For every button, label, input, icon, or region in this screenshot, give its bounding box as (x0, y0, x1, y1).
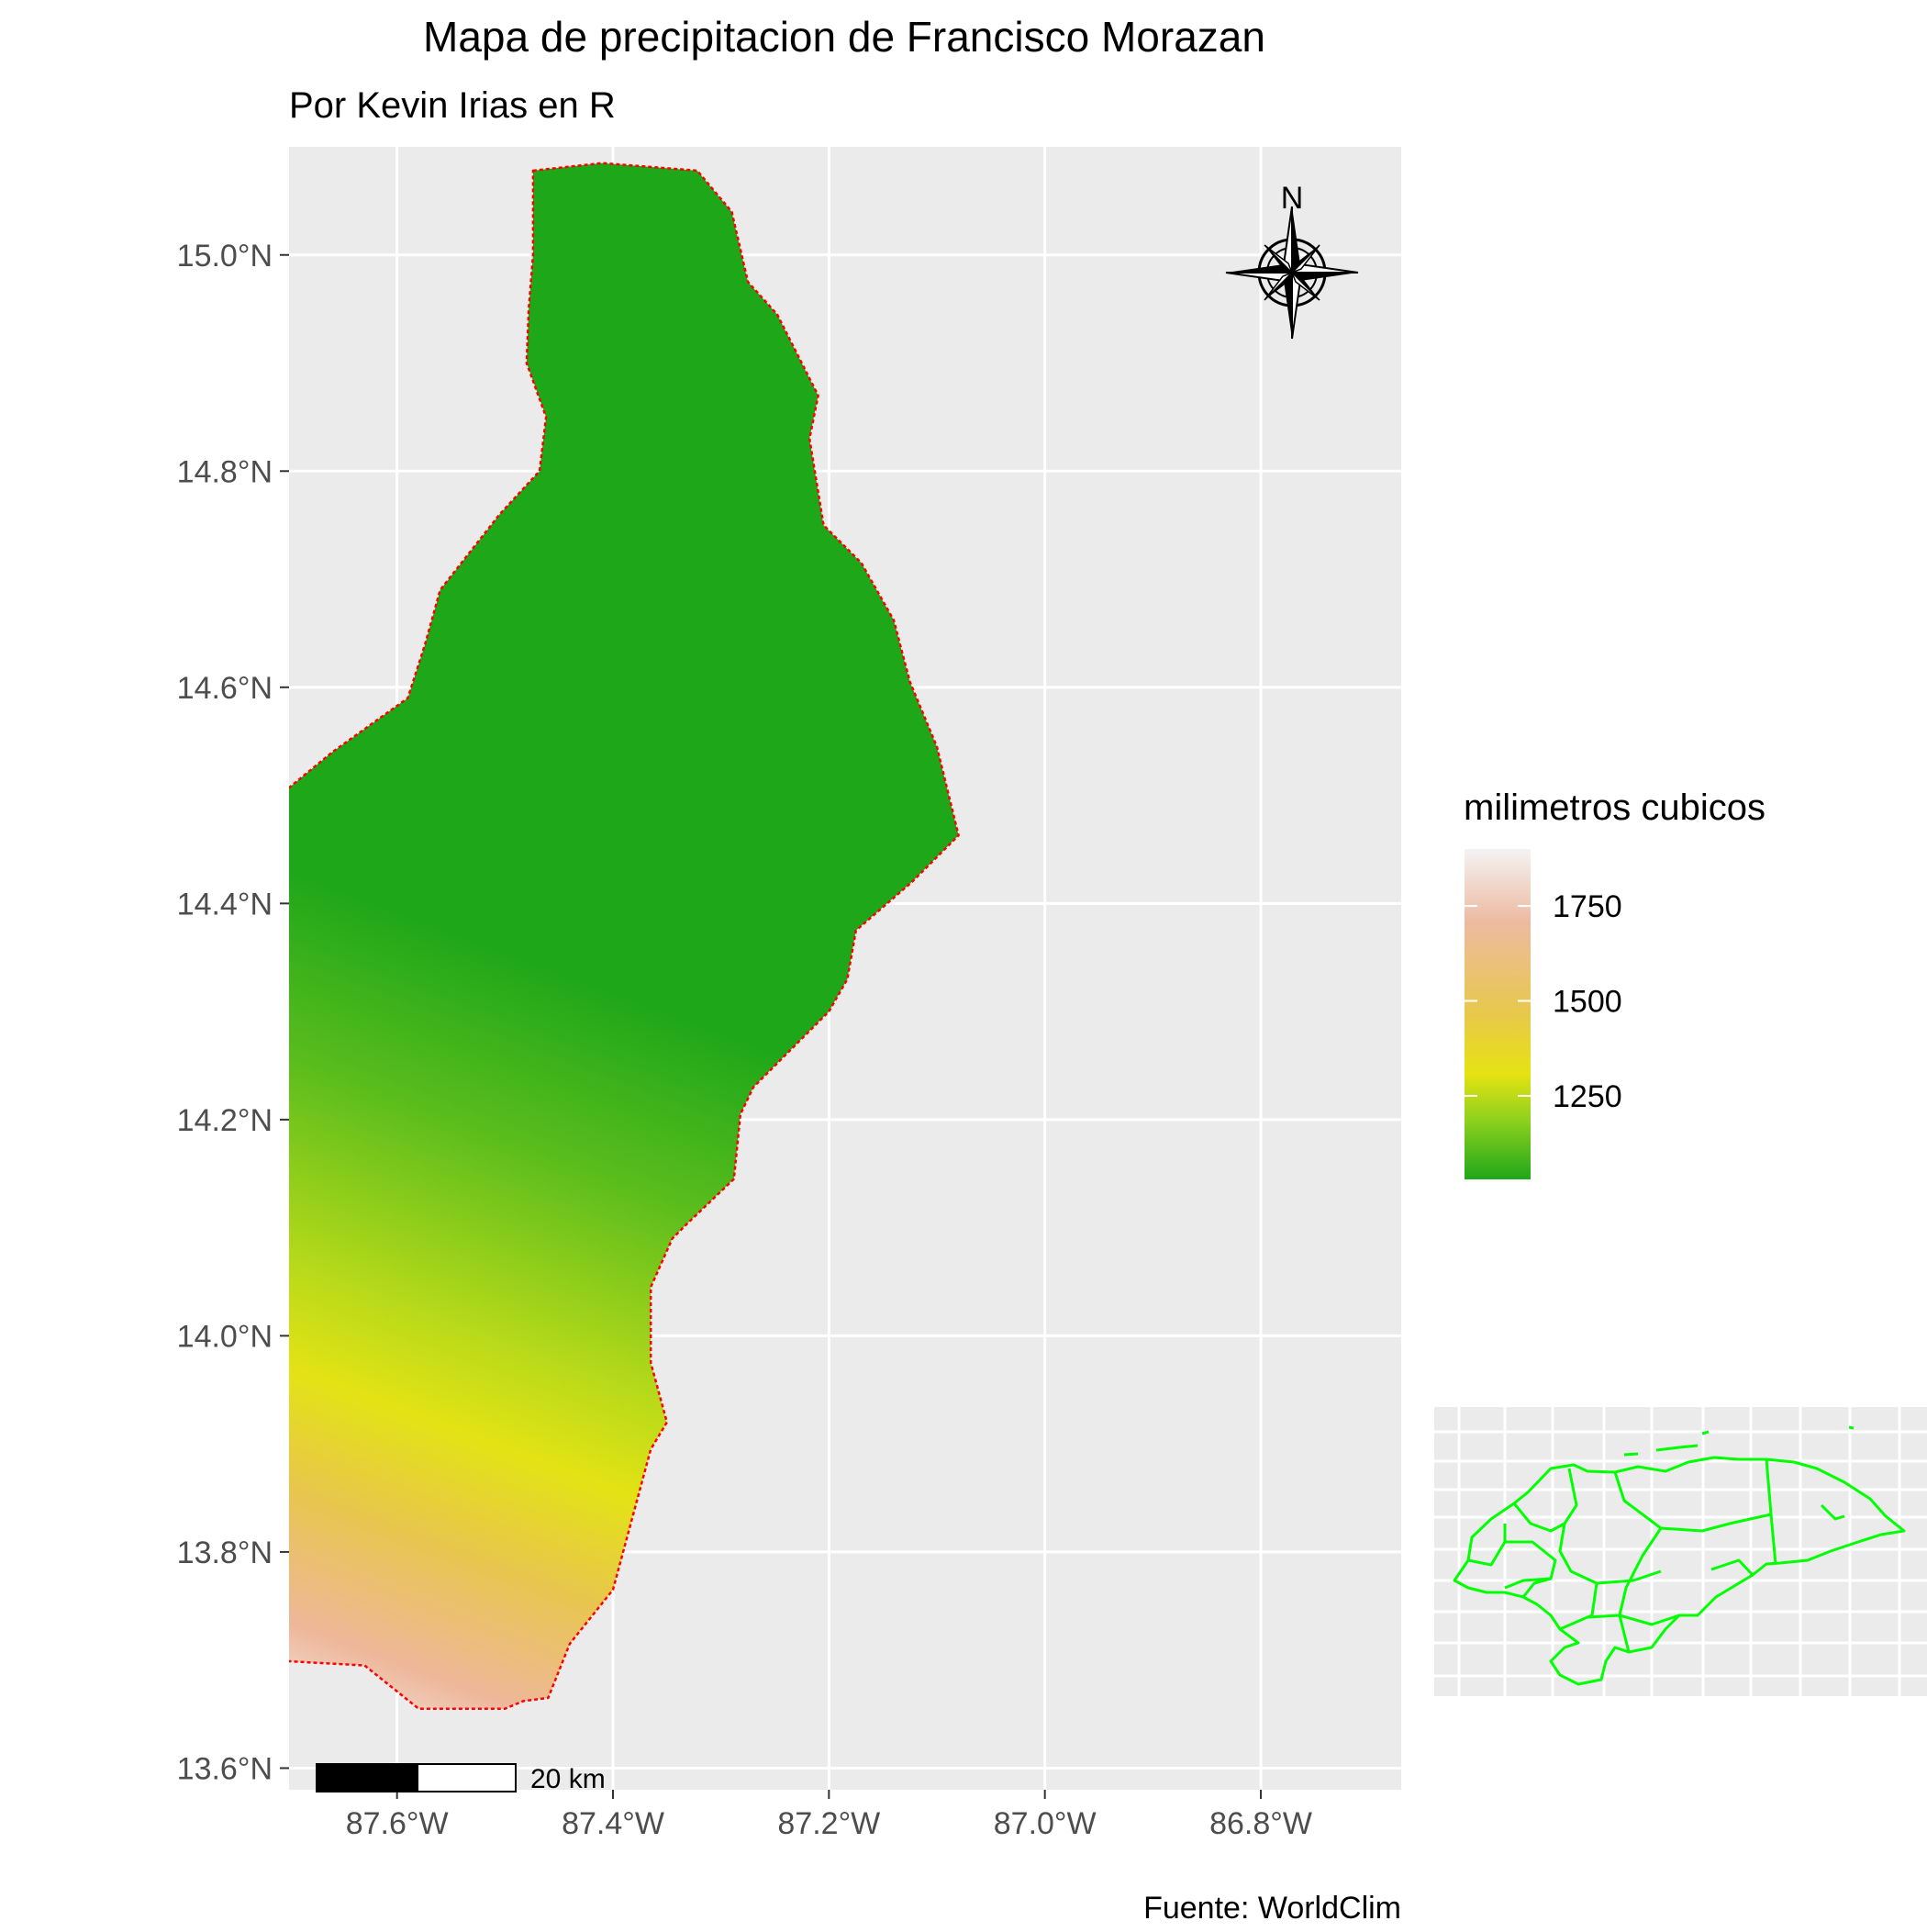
y-tick-label: 15.0°N (177, 239, 273, 274)
scale-bar-label: 20 km (530, 1764, 606, 1794)
legend-tick-label: 1500 (1553, 985, 1622, 1020)
y-tick-label: 13.6°N (177, 1751, 273, 1786)
x-tick-label: 87.2°W (777, 1806, 880, 1841)
legend-colorbar (1465, 849, 1531, 1179)
inset-panel (1434, 1407, 1927, 1696)
legend-title: milimetros cubicos (1464, 787, 1765, 828)
y-tick-label: 14.2°N (177, 1103, 273, 1138)
y-tick-label: 14.6°N (177, 671, 273, 706)
y-tick-label: 14.0°N (177, 1319, 273, 1354)
x-tick-label: 87.4°W (562, 1806, 664, 1841)
y-tick-label: 14.8°N (177, 454, 273, 489)
x-tick-label: 87.6°W (346, 1806, 449, 1841)
legend-tick-label: 1750 (1553, 889, 1622, 924)
legend: milimetros cubicos 1750 1500 1250 (1464, 787, 1765, 1179)
y-tick-label: 14.4°N (177, 887, 273, 921)
x-tick-label: 86.8°W (1209, 1806, 1312, 1841)
y-tick-label: 13.8°N (177, 1536, 273, 1570)
chart-title: Mapa de precipitacion de Francisco Moraz… (423, 13, 1265, 61)
inset-map (1434, 1407, 1927, 1696)
chart-subtitle: Por Kevin Irias en R (289, 85, 616, 126)
chart-caption: Fuente: WorldClim (1143, 1891, 1401, 1926)
y-axis: 15.0°N 14.8°N 14.6°N 14.4°N 14.2°N 14.0°N 13.8… (177, 239, 289, 1787)
legend-tick-label: 1250 (1553, 1079, 1622, 1114)
x-tick-label: 87.0°W (994, 1806, 1097, 1841)
scale-bar: 20 km (317, 1764, 606, 1794)
x-axis: 87.6°W 87.4°W 87.2°W 87.0°W 86.8°W (346, 1790, 1312, 1841)
